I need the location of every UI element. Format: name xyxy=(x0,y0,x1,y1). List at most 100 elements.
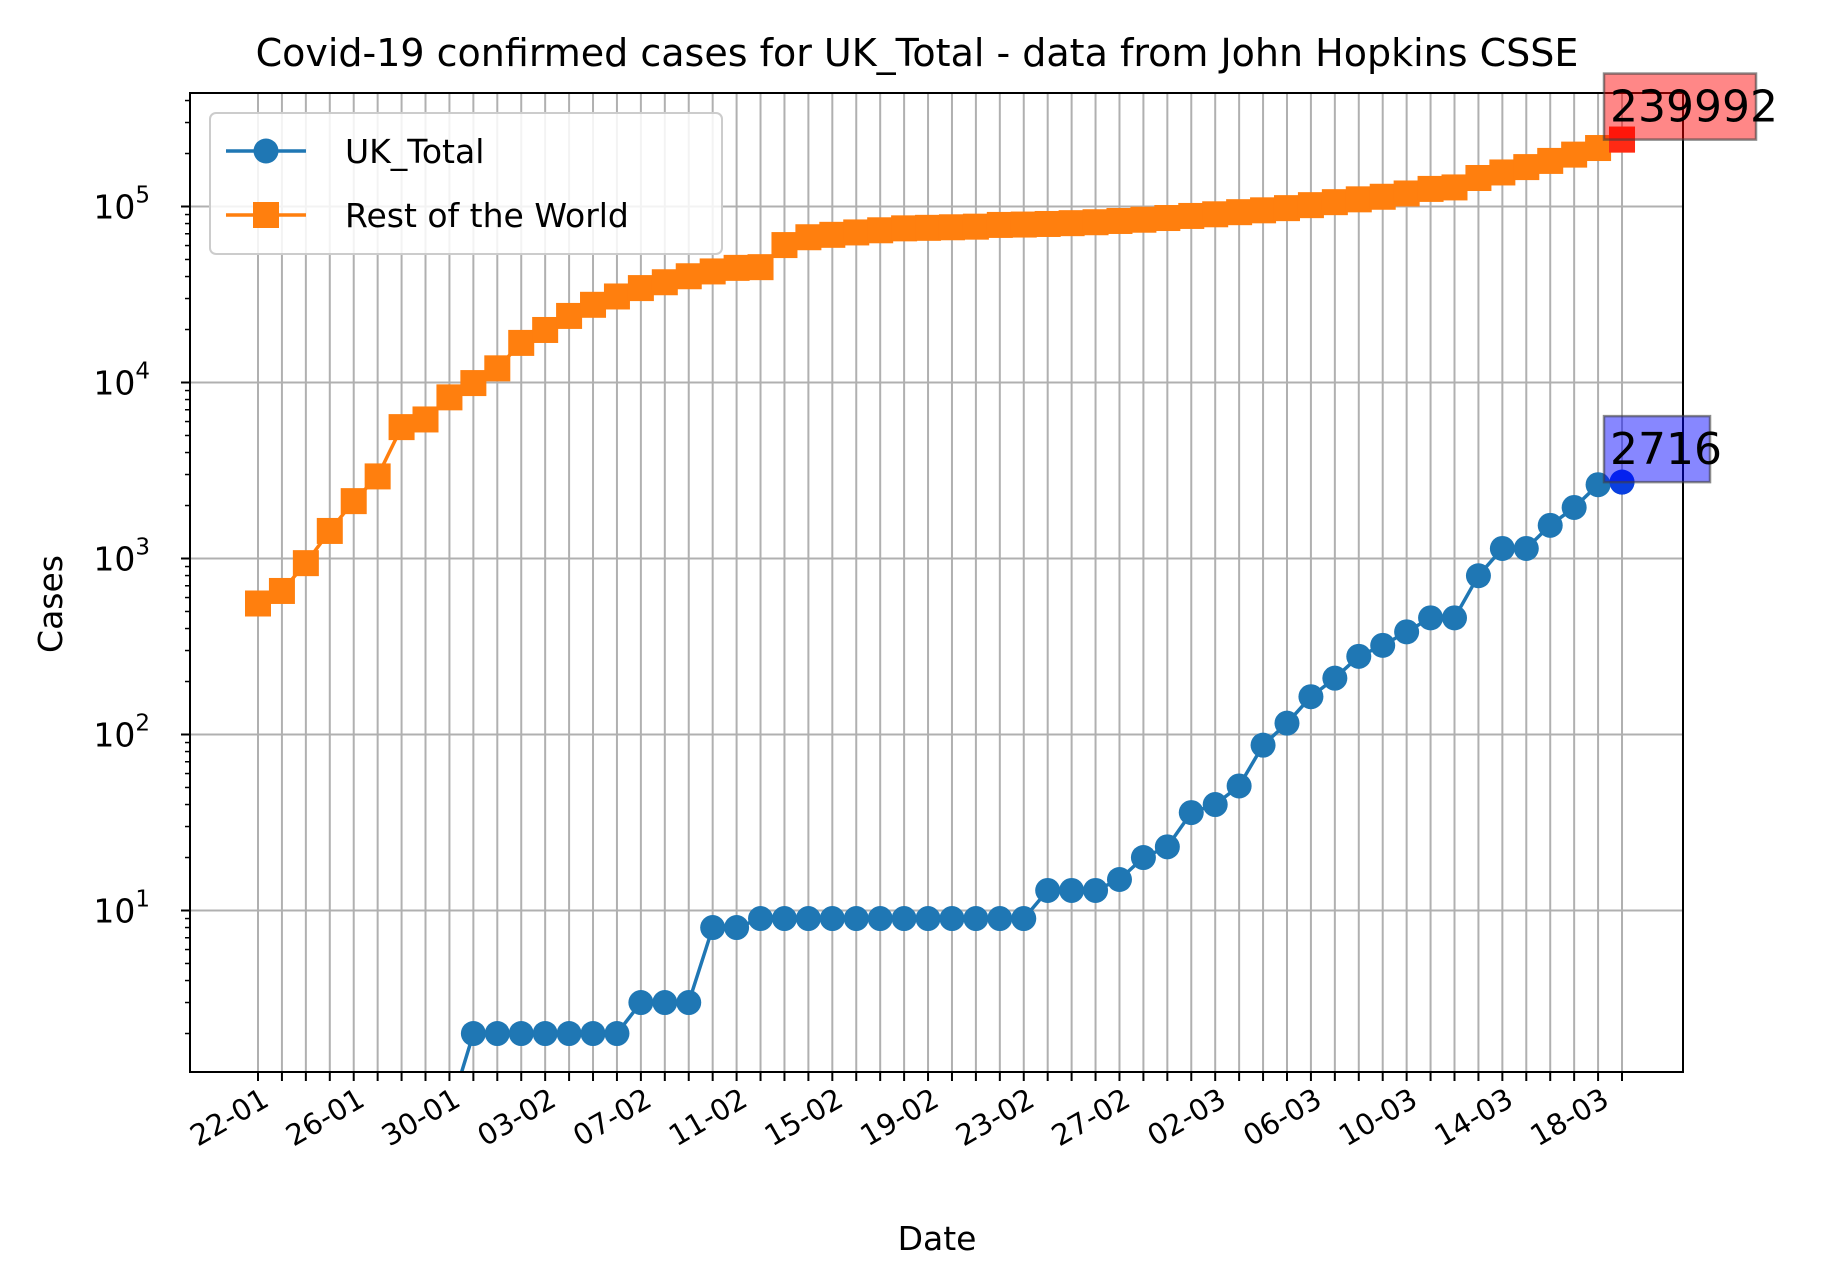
data-point xyxy=(1321,189,1348,216)
data-point xyxy=(843,906,869,932)
data-point xyxy=(1059,877,1085,903)
data-point xyxy=(580,1021,606,1047)
y-tick-label: 105 xyxy=(93,183,150,227)
y-tick-label: 101 xyxy=(93,887,150,931)
data-point xyxy=(867,217,894,244)
data-point xyxy=(1513,535,1539,561)
data-point xyxy=(1010,211,1037,238)
data-point xyxy=(388,414,415,441)
data-point xyxy=(819,221,846,248)
legend-label: UK_Total xyxy=(345,132,484,171)
data-point xyxy=(1537,512,1563,538)
data-point xyxy=(1322,665,1348,691)
legend-entry: Rest of the World xyxy=(226,196,629,235)
data-point xyxy=(412,406,439,433)
data-point xyxy=(1489,535,1515,561)
annotation-2716: 2716 xyxy=(1602,414,1722,484)
plot-area xyxy=(185,92,1684,1073)
data-point xyxy=(843,219,870,246)
data-point xyxy=(292,550,319,577)
data-point xyxy=(1393,180,1420,207)
data-point xyxy=(628,990,654,1016)
annotation-label: 2716 xyxy=(1610,424,1722,475)
data-point xyxy=(1035,877,1061,903)
data-point xyxy=(1226,199,1253,226)
data-point xyxy=(1058,210,1085,237)
data-point xyxy=(1298,684,1324,710)
data-point xyxy=(1418,605,1444,631)
data-point xyxy=(508,329,535,356)
data-point xyxy=(987,906,1013,932)
data-point xyxy=(1178,800,1204,826)
legend-entry: UK_Total xyxy=(226,132,484,171)
data-point xyxy=(1226,773,1252,799)
data-point xyxy=(1394,619,1420,645)
data-point xyxy=(748,906,774,932)
x-axis-label: Date xyxy=(898,1219,977,1258)
y-tick-label: 104 xyxy=(93,359,150,403)
data-point xyxy=(1034,210,1061,237)
data-point xyxy=(532,316,559,343)
data-point xyxy=(460,370,487,397)
data-point xyxy=(795,906,821,932)
data-point xyxy=(1417,175,1444,202)
data-point xyxy=(1370,632,1396,658)
y-tick-label: 102 xyxy=(93,711,150,755)
data-point xyxy=(699,258,726,285)
data-point xyxy=(963,906,989,932)
data-point xyxy=(364,463,391,490)
data-point xyxy=(1297,192,1324,219)
data-point xyxy=(604,1021,630,1047)
data-point xyxy=(795,224,822,251)
data-point xyxy=(627,275,654,302)
data-point xyxy=(676,990,702,1016)
data-point xyxy=(1154,834,1180,860)
data-point xyxy=(939,906,965,932)
data-point xyxy=(532,1021,558,1047)
data-point xyxy=(1202,792,1228,818)
data-point xyxy=(915,906,941,932)
data-point xyxy=(700,915,726,941)
data-point xyxy=(867,906,893,932)
data-point xyxy=(1106,207,1133,234)
series-uk-total xyxy=(459,469,1635,1072)
data-point xyxy=(508,1021,534,1047)
annotation-239992: 239992 xyxy=(1602,72,1778,141)
annotation-box xyxy=(1602,72,1758,141)
y-axis: 101 102 103 104 105 xyxy=(93,183,190,931)
data-point xyxy=(603,283,630,310)
data-point xyxy=(580,291,607,318)
data-point xyxy=(819,906,845,932)
data-point xyxy=(316,517,343,544)
data-point xyxy=(340,488,367,515)
data-point xyxy=(436,384,463,411)
data-point xyxy=(1178,202,1205,229)
legend-marker xyxy=(253,202,279,228)
data-point xyxy=(1273,195,1300,222)
annotation-box xyxy=(1602,414,1712,484)
data-point xyxy=(1561,141,1588,168)
legend-label: Rest of the World xyxy=(345,196,629,235)
data-point xyxy=(1369,183,1396,210)
data-point xyxy=(723,254,750,281)
data-point xyxy=(1561,494,1587,520)
data-point xyxy=(484,1021,510,1047)
legend-marker xyxy=(253,138,279,164)
data-point xyxy=(1465,563,1491,589)
data-point xyxy=(556,1021,582,1047)
data-point xyxy=(1202,201,1229,228)
data-point xyxy=(891,215,918,242)
data-point xyxy=(891,906,917,932)
data-point xyxy=(652,990,678,1016)
data-point xyxy=(556,302,583,329)
y-axis-label: Cases xyxy=(31,555,70,653)
data-point xyxy=(268,577,295,604)
x-grid xyxy=(257,93,1624,1072)
data-point xyxy=(1082,209,1109,236)
data-point xyxy=(1011,906,1037,932)
legend-frame xyxy=(209,112,723,255)
chart-title: Covid-19 confirmed cases for UK_Total - … xyxy=(256,31,1579,75)
data-point xyxy=(1130,845,1156,871)
data-point xyxy=(1513,154,1540,181)
